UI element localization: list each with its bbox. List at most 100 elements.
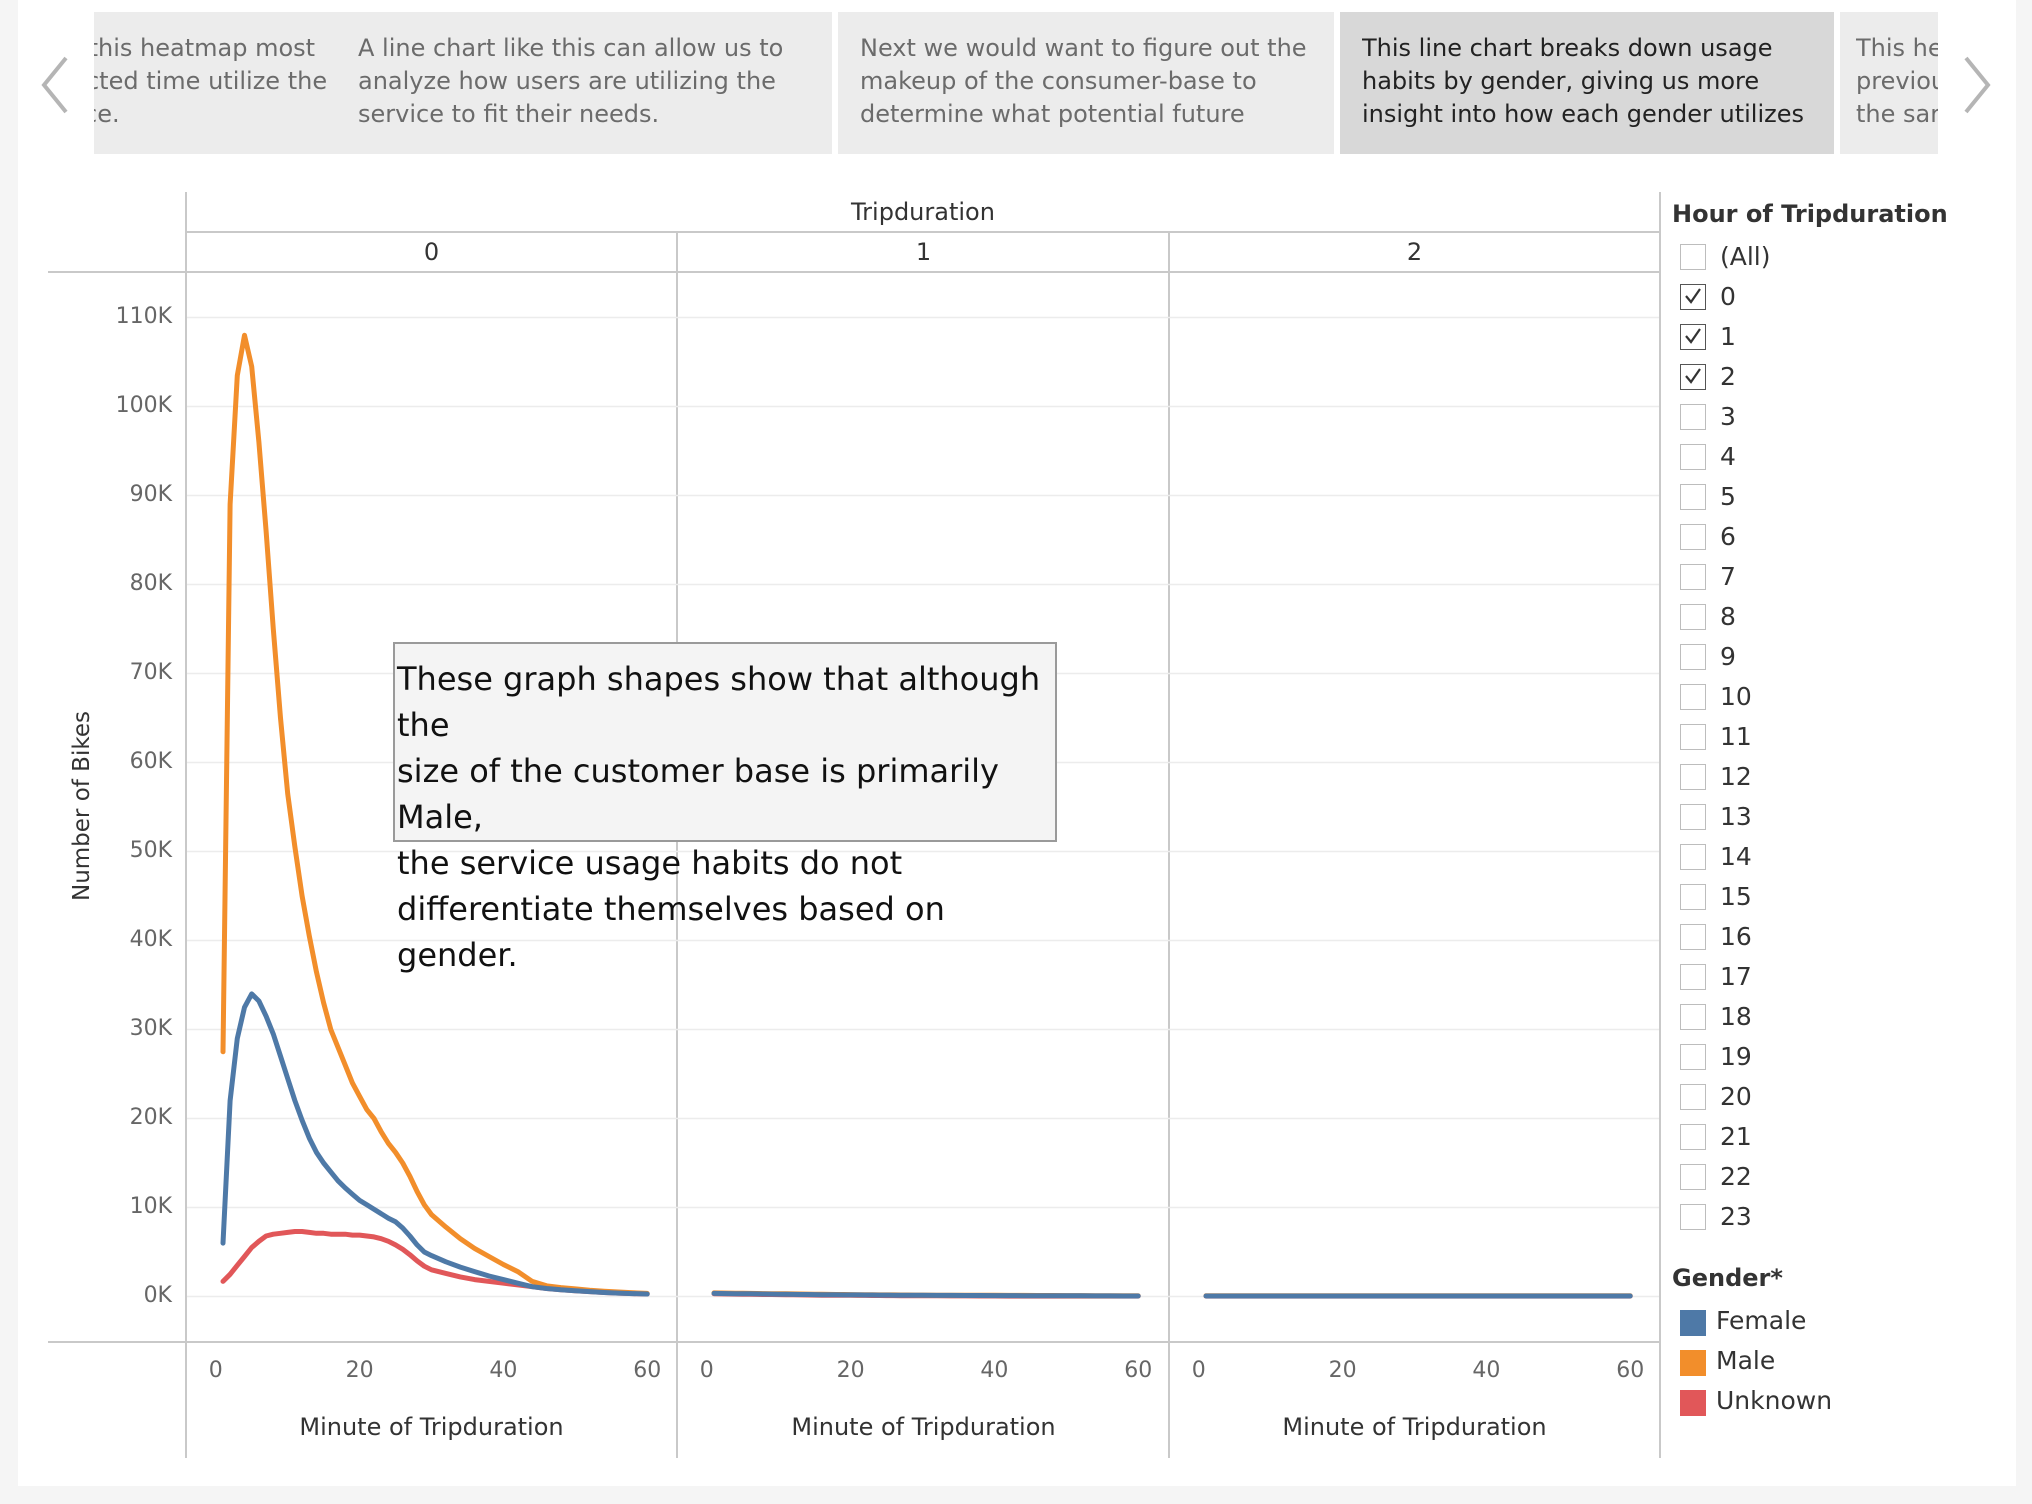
legend-label: Male [1716,1346,1776,1375]
filter-option-label: 13 [1720,802,1752,831]
series-line-unknown-panel-0[interactable] [220,1229,650,1297]
previous-story-button[interactable] [36,50,76,120]
checkbox-icon[interactable] [1680,844,1706,870]
checkbox-icon[interactable] [1680,644,1706,670]
filter-option[interactable]: 23 [1672,1198,2012,1238]
filter-option-label: 19 [1720,1042,1752,1071]
checkbox-checked-icon[interactable] [1680,364,1706,390]
filter-option[interactable]: 9 [1672,638,2012,678]
checkbox-icon[interactable] [1680,444,1706,470]
checkbox-icon[interactable] [1680,244,1706,270]
story-point-4-active[interactable]: This line chart breaks down usage habits… [1340,12,1834,154]
axis-divider [48,1341,1660,1343]
checkbox-checked-icon[interactable] [1680,324,1706,350]
y-tick-label: 40K [129,926,172,952]
hour-filter: Hour of Tripduration (All) 0 1 2 3 4 5 6 7 8 9 10 11… [1672,200,2012,1238]
filter-option[interactable]: 5 [1672,478,2012,518]
filter-option[interactable]: 16 [1672,918,2012,958]
filter-option[interactable]: 18 [1672,998,2012,1038]
checkbox-icon[interactable] [1680,884,1706,910]
filter-option[interactable]: 4 [1672,438,2012,478]
checkbox-icon[interactable] [1680,764,1706,790]
next-story-button[interactable] [1956,50,1996,120]
panel-divider [676,232,678,1458]
story-point-text: text, this heatmap most impacted time ut… [94,34,328,128]
checkbox-checked-icon[interactable] [1680,284,1706,310]
series-line-female-panel-0[interactable] [220,991,650,1297]
story-navigator: text, this heatmap most impacted time ut… [94,12,1938,154]
panel-header-0: 0 [423,238,440,266]
filter-option[interactable]: (All) [1672,238,2012,278]
legend-swatch [1680,1390,1706,1416]
checkbox-icon[interactable] [1680,1124,1706,1150]
filter-option[interactable]: 3 [1672,398,2012,438]
filter-option[interactable]: 14 [1672,838,2012,878]
story-point-5[interactable]: This he previou the sar [1840,12,1938,154]
filter-option[interactable]: 10 [1672,678,2012,718]
checkbox-icon[interactable] [1680,804,1706,830]
y-tick-label: 110K [115,303,172,329]
x-tick-label: 40 [489,1358,518,1383]
series-line-male-panel-0[interactable] [220,332,650,1296]
checkbox-icon[interactable] [1680,964,1706,990]
checkbox-icon[interactable] [1680,604,1706,630]
checkbox-icon[interactable] [1680,924,1706,950]
checkbox-icon[interactable] [1680,404,1706,430]
filter-option[interactable]: 12 [1672,758,2012,798]
x-tick-label: 40 [980,1358,1009,1383]
header-divider [48,271,1660,273]
panel-header-1: 1 [915,238,932,266]
filter-option[interactable]: 17 [1672,958,2012,998]
filter-option[interactable]: 21 [1672,1118,2012,1158]
legend-swatch [1680,1350,1706,1376]
legend-swatch [1680,1310,1706,1336]
filter-option[interactable]: 7 [1672,558,2012,598]
filter-option[interactable]: 19 [1672,1038,2012,1078]
filter-option-label: 8 [1720,602,1736,631]
series-line-female-panel-1[interactable] [711,1290,1141,1299]
filter-option-label: 1 [1720,322,1736,351]
filter-option-label: 0 [1720,282,1736,311]
filter-option-label: 17 [1720,962,1752,991]
checkbox-icon[interactable] [1680,1004,1706,1030]
checkbox-icon[interactable] [1680,1044,1706,1070]
checkbox-icon[interactable] [1680,1164,1706,1190]
filter-option[interactable]: 13 [1672,798,2012,838]
checkbox-icon[interactable] [1680,524,1706,550]
story-point-text: This he previou the sar [1856,34,1938,128]
y-tick-label: 60K [129,748,172,774]
checkbox-icon[interactable] [1680,684,1706,710]
filter-option[interactable]: 1 [1672,318,2012,358]
filter-option-label: 15 [1720,882,1752,911]
filter-option[interactable]: 6 [1672,518,2012,558]
story-point-3[interactable]: Next we would want to figure out the mak… [838,12,1334,154]
checkbox-icon[interactable] [1680,724,1706,750]
filter-option-label: 21 [1720,1122,1752,1151]
filter-option[interactable]: 11 [1672,718,2012,758]
filter-option[interactable]: 0 [1672,278,2012,318]
y-tick-label: 10K [129,1193,172,1219]
checkbox-icon[interactable] [1680,484,1706,510]
filter-option-label: 12 [1720,762,1752,791]
filter-option-label: 16 [1720,922,1752,951]
filter-option-label: 22 [1720,1162,1752,1191]
filter-option[interactable]: 15 [1672,878,2012,918]
filter-option[interactable]: 8 [1672,598,2012,638]
filter-option[interactable]: 22 [1672,1158,2012,1198]
filter-option-label: 9 [1720,642,1736,671]
x-tick-label: 20 [836,1358,865,1383]
checkbox-icon[interactable] [1680,1084,1706,1110]
x-axis-label-0: Minute of Tripduration [299,1413,564,1441]
chevron-left-icon [41,56,68,114]
x-tick-label: 60 [1616,1358,1645,1383]
chevron-right-icon [1964,56,1991,114]
story-point-1[interactable]: text, this heatmap most impacted time ut… [94,12,426,154]
story-point-2[interactable]: A line chart like this can allow us to a… [336,12,832,154]
checkbox-icon[interactable] [1680,564,1706,590]
filter-option[interactable]: 2 [1672,358,2012,398]
checkbox-icon[interactable] [1680,1204,1706,1230]
panel-header-2: 2 [1406,238,1423,266]
story-point-text: This line chart breaks down usage habits… [1362,34,1804,128]
filter-option[interactable]: 20 [1672,1078,2012,1118]
